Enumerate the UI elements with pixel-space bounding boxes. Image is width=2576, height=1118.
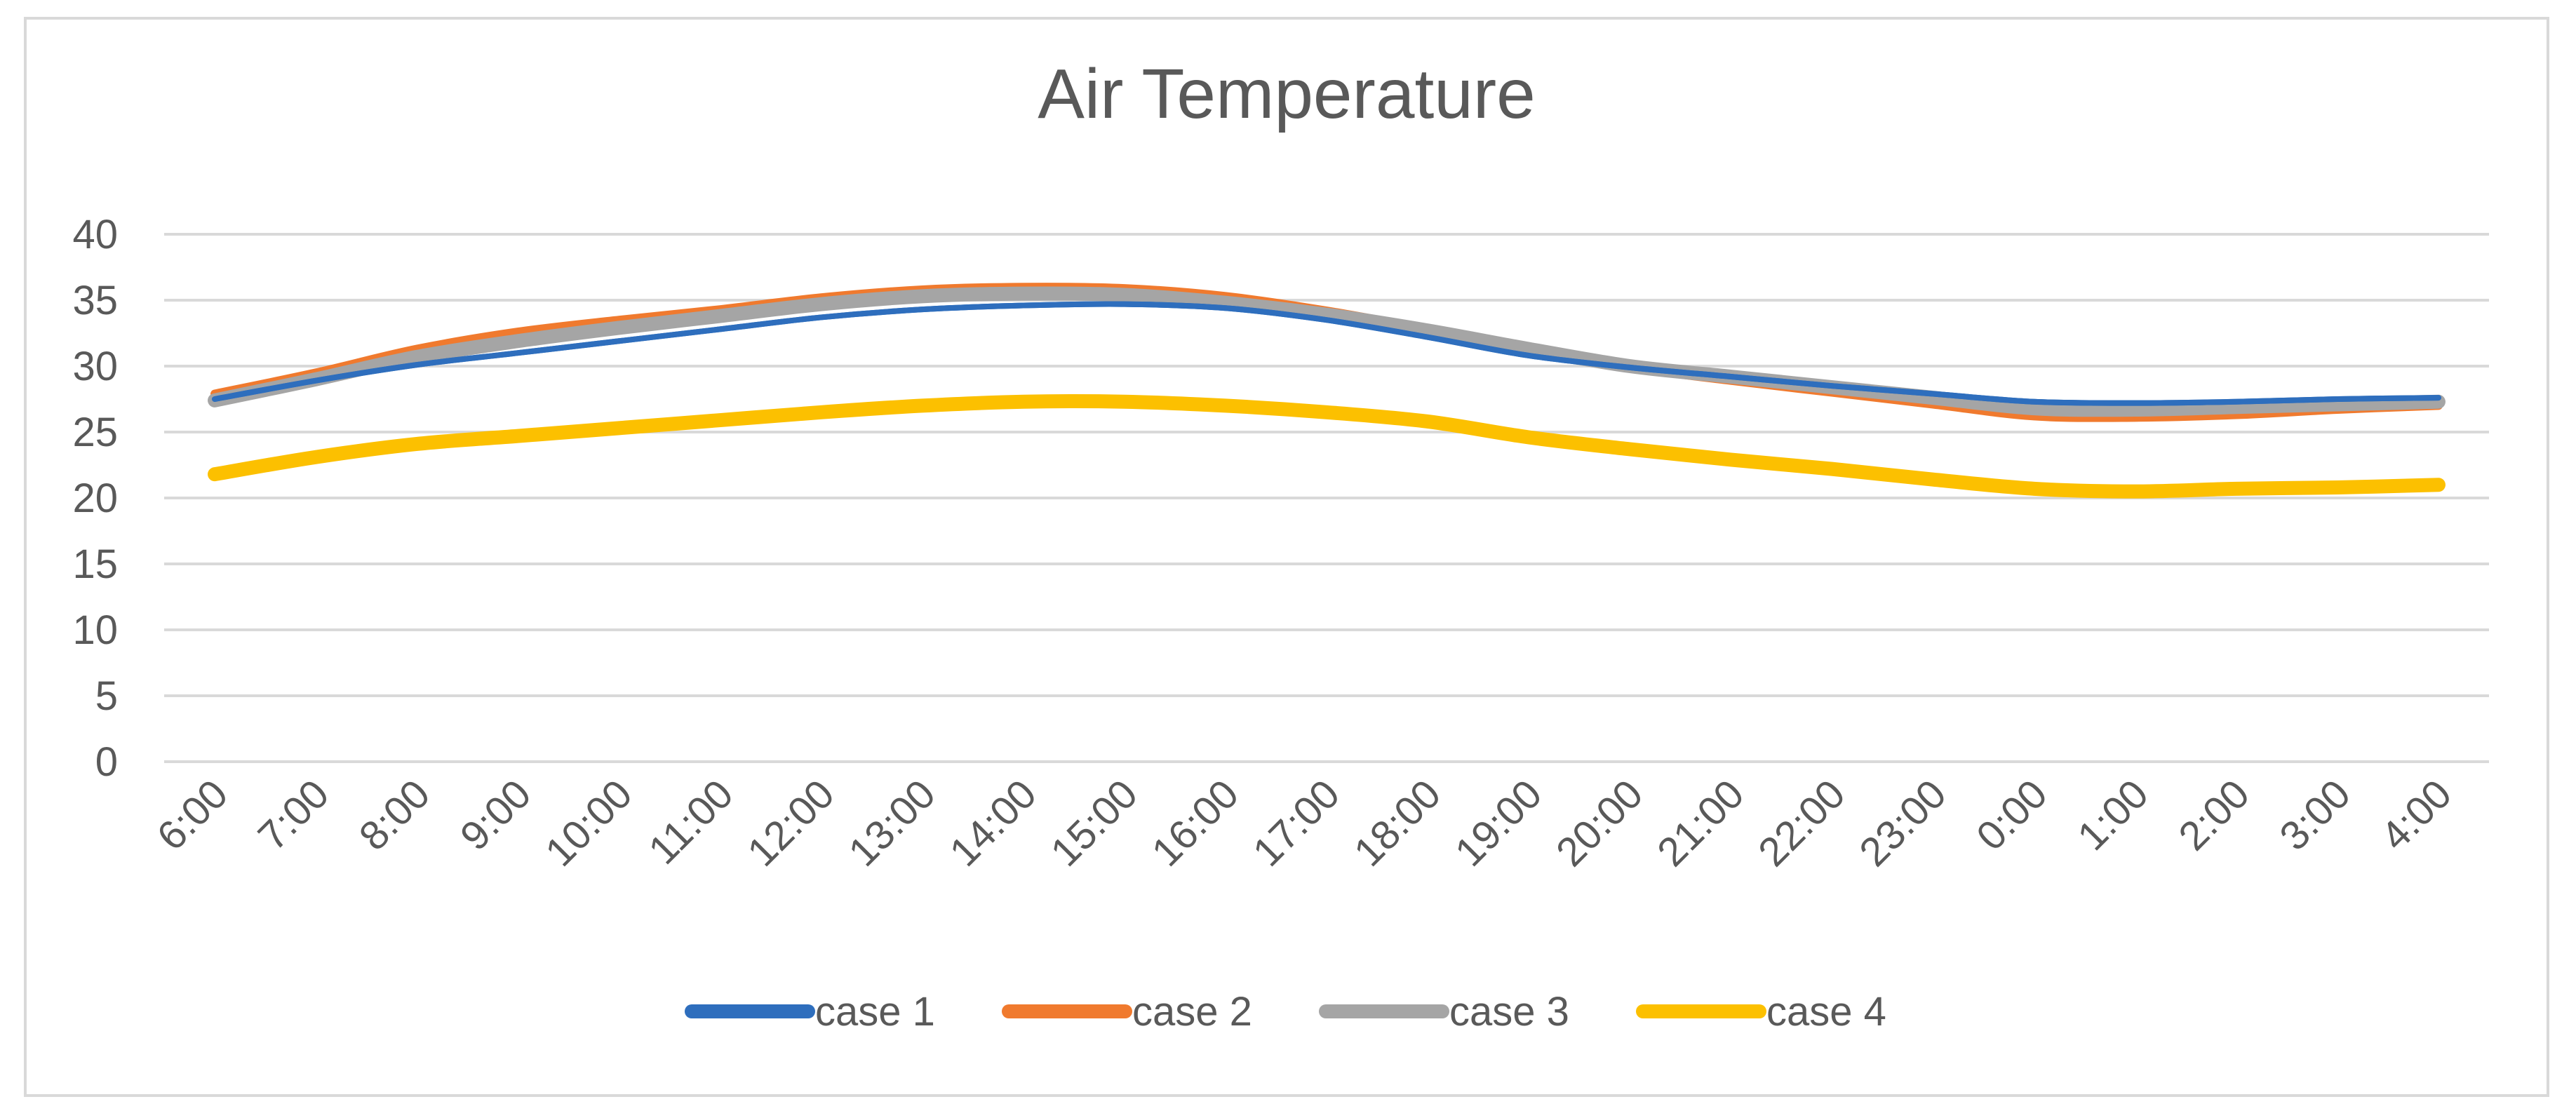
x-tick-label: 1:00 (2069, 771, 2157, 859)
x-tick-label: 14:00 (941, 771, 1045, 875)
x-tick-label: 11:00 (640, 771, 742, 873)
chart-title: Air Temperature (1038, 55, 1536, 133)
y-tick-label: 0 (95, 739, 118, 785)
x-tick-label: 22:00 (1750, 771, 1854, 875)
chart-frame: Air Temperature 0 5 10 15 20 25 30 35 40 6:00 7:0… (24, 17, 2549, 1097)
y-axis-ticks: 0 5 10 15 20 25 30 35 40 (72, 212, 118, 785)
y-tick-label: 35 (72, 278, 118, 323)
x-tick-label: 4:00 (2372, 771, 2460, 859)
y-tick-label: 10 (72, 607, 118, 653)
series-line-case-1-overlay (212, 301, 2441, 406)
legend: case 1 case 2 case 3 case 4 (685, 989, 1886, 1035)
x-tick-label: 3:00 (2271, 771, 2359, 859)
x-tick-label: 23:00 (1851, 771, 1955, 875)
chart-canvas: Air Temperature 0 5 10 15 20 25 30 35 40 6:00 7:0… (72, 55, 2489, 1035)
x-tick-label: 18:00 (1346, 771, 1450, 875)
x-tick-label: 20:00 (1548, 771, 1652, 875)
y-tick-label: 40 (72, 212, 118, 257)
y-tick-label: 30 (72, 344, 118, 389)
legend-label: case 2 (1132, 989, 1252, 1035)
legend-label: case 3 (1449, 989, 1569, 1035)
x-tick-label: 2:00 (2170, 771, 2258, 859)
y-tick-label: 5 (95, 673, 118, 719)
y-tick-label: 25 (72, 410, 118, 455)
x-tick-label: 15:00 (1042, 771, 1146, 875)
x-tick-label: 0:00 (1968, 771, 2056, 859)
series-lines (208, 283, 2446, 499)
legend-label: case 4 (1766, 989, 1886, 1035)
series-line-case-2 (210, 283, 2443, 422)
x-tick-label: 13:00 (840, 771, 944, 875)
x-tick-label: 12:00 (739, 771, 843, 875)
y-tick-label: 15 (72, 541, 118, 587)
x-tick-label: 9:00 (452, 771, 540, 859)
x-tick-label: 10:00 (537, 771, 641, 875)
x-tick-label: 6:00 (148, 771, 236, 859)
x-tick-label: 16:00 (1143, 771, 1248, 875)
x-axis-ticks: 6:00 7:00 8:00 9:0010:0011:0012:0013:0014:0… (148, 771, 2460, 875)
series-line-case-4 (208, 394, 2446, 499)
x-tick-label: 19:00 (1447, 771, 1551, 875)
x-tick-label: 21:00 (1649, 771, 1753, 875)
y-tick-label: 20 (72, 476, 118, 521)
legend-label: case 1 (815, 989, 935, 1035)
x-tick-label: 8:00 (351, 771, 439, 859)
series-line-case-3 (208, 286, 2446, 417)
x-tick-label: 7:00 (250, 771, 338, 859)
x-tick-label: 17:00 (1245, 771, 1349, 875)
